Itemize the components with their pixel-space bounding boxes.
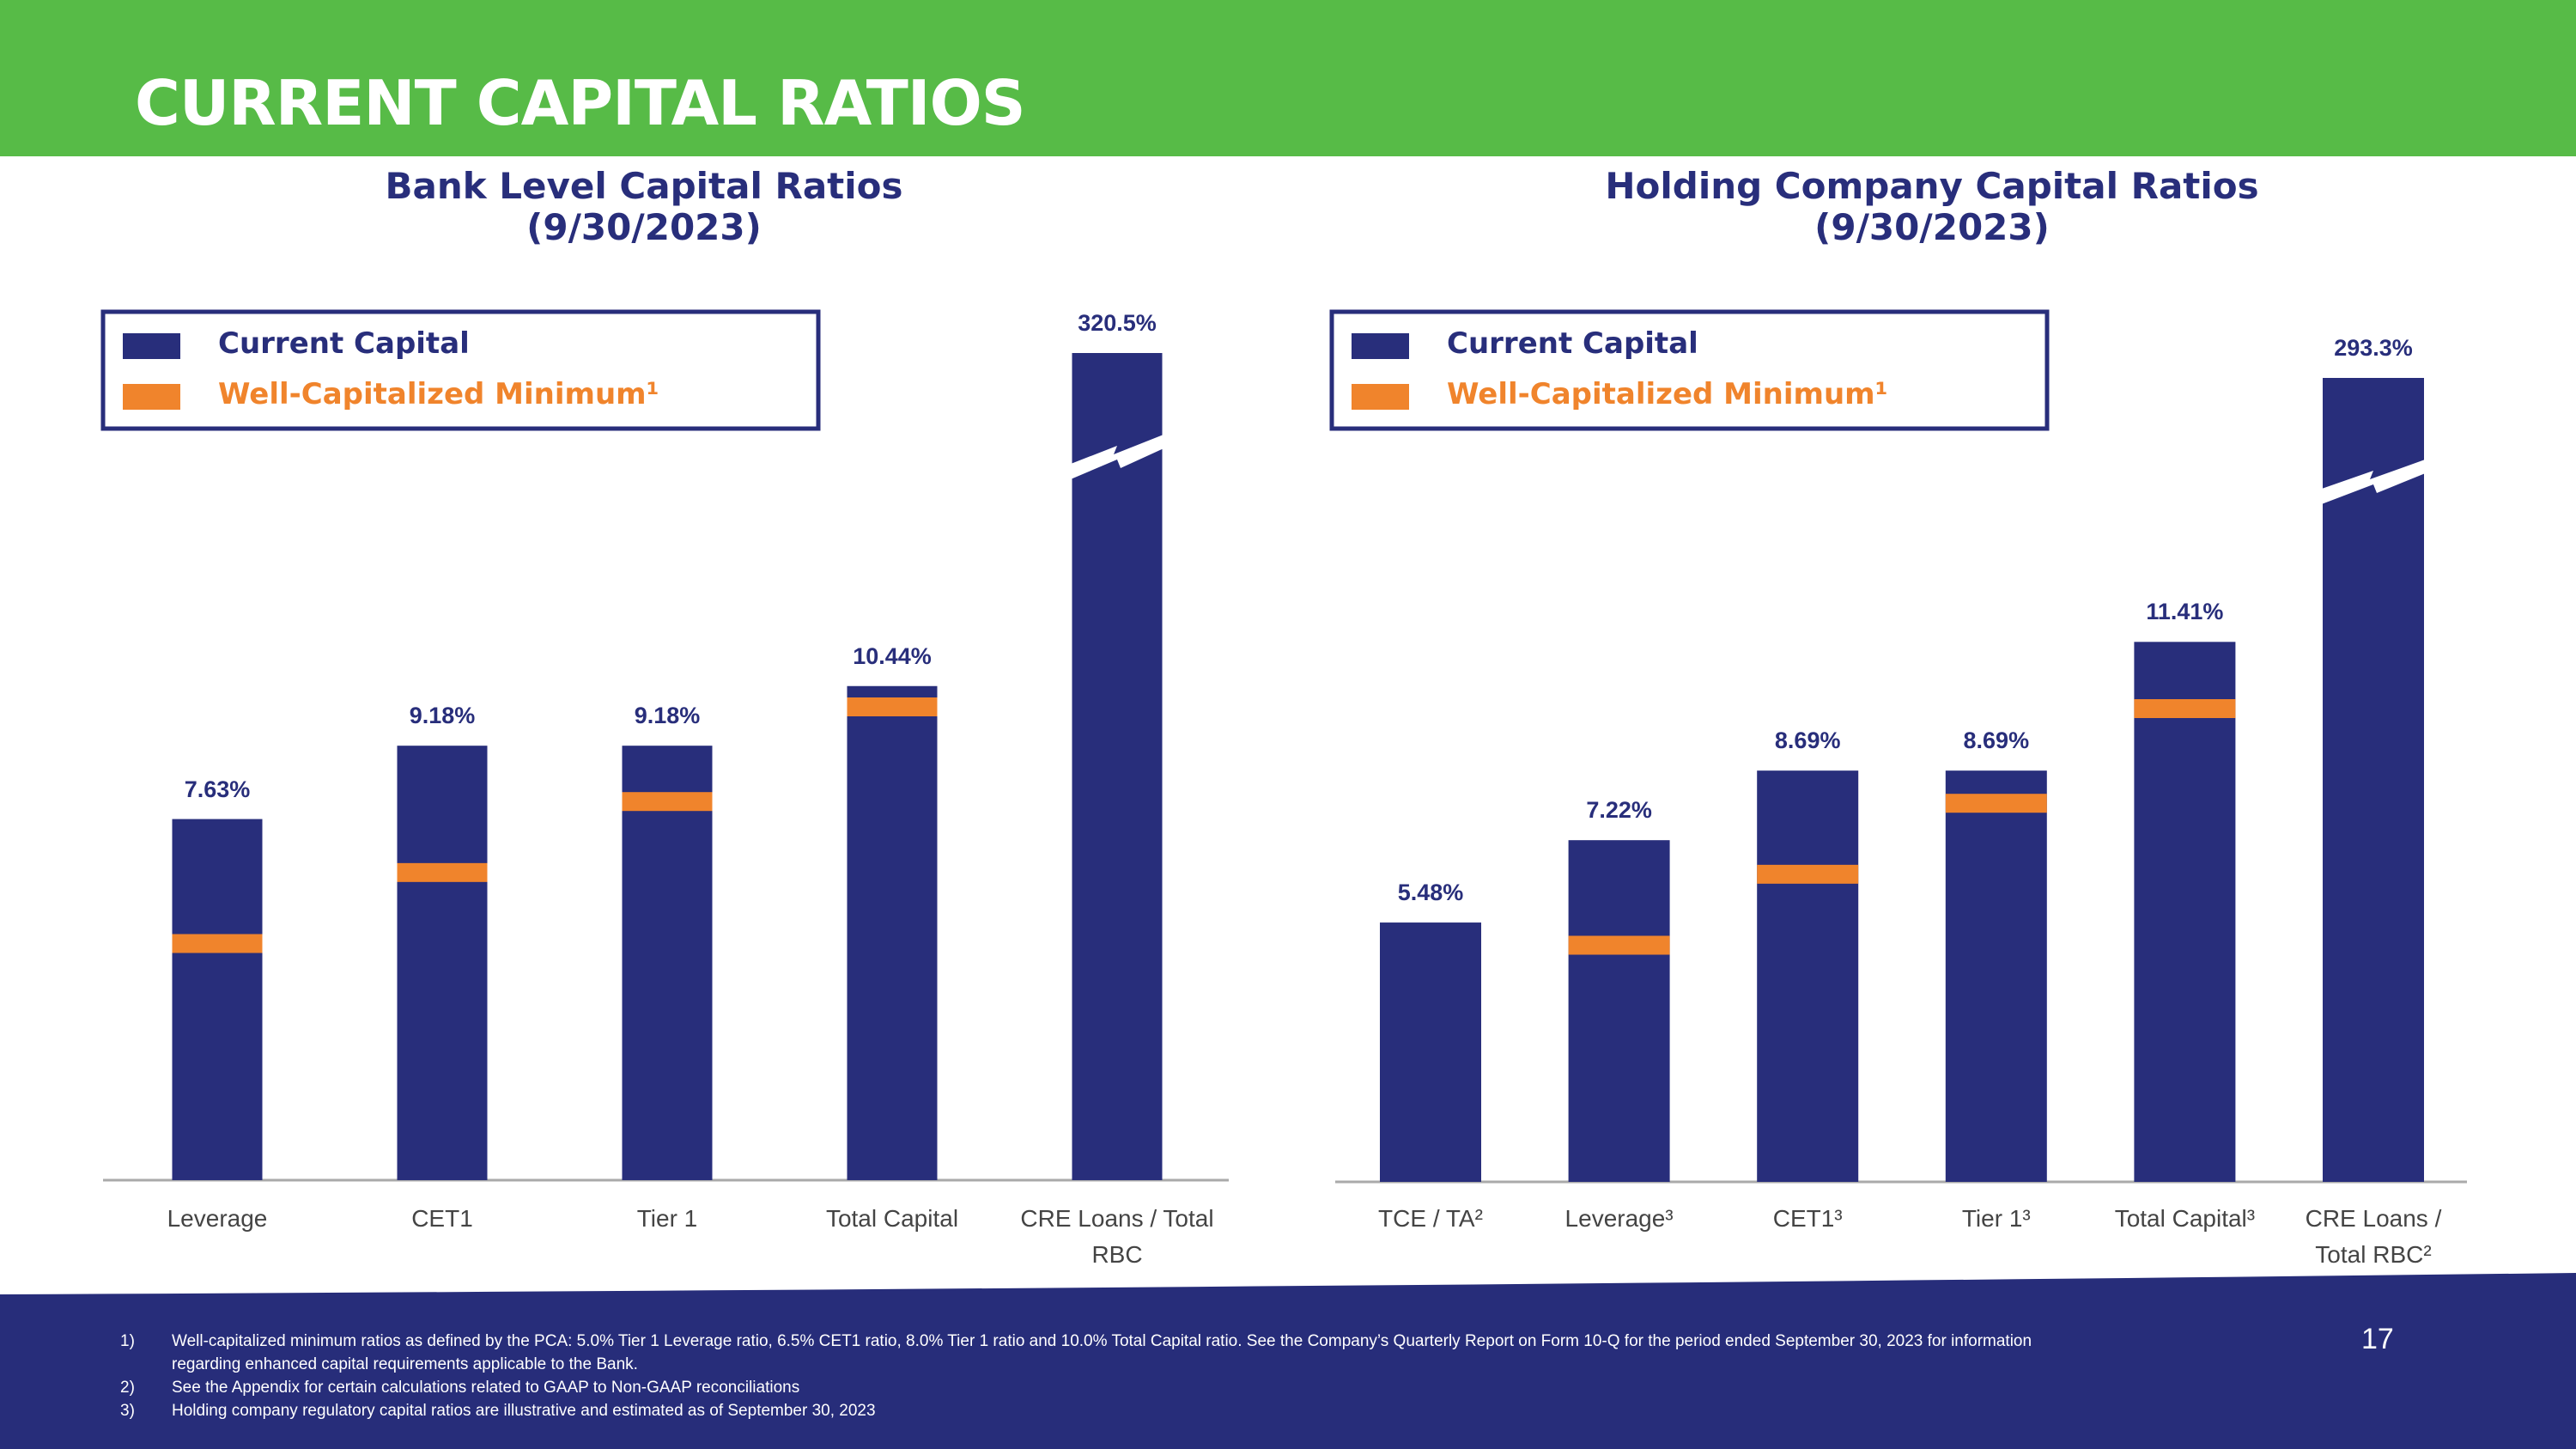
minimum-marker: [172, 934, 263, 953]
x-tick-label: Total Capital: [825, 1205, 959, 1232]
x-tick-label: CRE Loans / Total RBC²: [2305, 1205, 2442, 1268]
footnote-marker: 2): [120, 1379, 135, 1397]
bar: [847, 685, 938, 1180]
page-title: CURRENT CAPITAL RATIOS: [135, 67, 1026, 139]
footnote-text: See the Appendix for certain calculation…: [172, 1379, 800, 1397]
legend-label: Well-Capitalized Minimum¹: [1447, 377, 1888, 411]
axis-break: [2319, 459, 2427, 505]
footnote: 2) See the Appendix for certain calculati…: [120, 1376, 2044, 1399]
value-label: 7.22%: [1586, 797, 1652, 824]
minimum-marker: [622, 792, 713, 812]
footnote-marker: 3): [120, 1402, 135, 1420]
minimum-marker: [2134, 699, 2236, 718]
x-tick-label: Leverage³: [1564, 1205, 1674, 1232]
value-label: 9.18%: [634, 703, 701, 729]
value-label: 9.18%: [409, 703, 476, 729]
value-label: 7.63%: [184, 776, 251, 802]
legend-swatch: [1352, 384, 1409, 410]
x-tick-label: CET1: [411, 1205, 473, 1232]
x-tick-label: Tier 1³: [1961, 1205, 2031, 1232]
x-tick-label: CET1³: [1772, 1205, 1843, 1232]
bar: [2134, 642, 2236, 1182]
value-label: 5.48%: [1397, 880, 1464, 906]
bar: [622, 746, 713, 1180]
bar: [1945, 770, 2047, 1182]
legend-swatch: [123, 333, 180, 359]
value-label: 293.3%: [2334, 335, 2413, 361]
bar: [397, 746, 488, 1180]
chart-subtitle: (9/30/2023): [1814, 206, 2050, 248]
footnote-text: Holding company regulatory capital ratio…: [172, 1402, 876, 1420]
bar: [1568, 840, 1670, 1182]
axis-break: [1068, 434, 1166, 480]
footnote-text: Well-capitalized minimum ratios as defin…: [172, 1332, 2032, 1373]
footnote: 3) Holding company regulatory capital rat…: [120, 1399, 2044, 1422]
chart-title: Holding Company Capital Ratios: [1605, 165, 2259, 207]
legend-label: Current Capital: [218, 326, 470, 361]
minimum-marker: [1568, 935, 1670, 955]
minimum-marker: [1757, 864, 1859, 884]
legend-box: [1329, 309, 2050, 431]
x-tick-label: Total Capital³: [2114, 1205, 2256, 1232]
value-label: 8.69%: [1963, 728, 2030, 754]
x-tick-label: Tier 1: [636, 1205, 698, 1232]
value-label: 320.5%: [1078, 310, 1157, 336]
bar: [1072, 353, 1163, 1180]
legend-swatch: [1352, 333, 1409, 359]
value-label: 10.44%: [853, 642, 932, 669]
legend-box: [100, 309, 821, 431]
minimum-marker: [397, 862, 488, 882]
legend-label: Well-Capitalized Minimum¹: [218, 377, 659, 411]
chart-title: Bank Level Capital Ratios: [385, 165, 903, 207]
value-label: 8.69%: [1774, 728, 1841, 754]
value-label: 11.41%: [2146, 599, 2224, 625]
minimum-marker: [1945, 794, 2047, 813]
legend-label: Current Capital: [1447, 326, 1698, 361]
x-tick-label: CRE Loans / Total RBC: [1020, 1205, 1214, 1268]
footnote: 1) Well-capitalized minimum ratios as def…: [120, 1330, 2044, 1376]
footnote-marker: 1): [120, 1332, 135, 1350]
legend-swatch: [123, 384, 180, 410]
bar: [1757, 770, 1859, 1182]
bar: [2323, 378, 2424, 1182]
header-band: [0, 0, 2576, 156]
minimum-marker: [847, 697, 938, 716]
chart-subtitle: (9/30/2023): [526, 206, 762, 248]
bar: [172, 819, 263, 1180]
bar: [1380, 922, 1481, 1182]
footnotes: 1) Well-capitalized minimum ratios as def…: [120, 1330, 2044, 1422]
page-number: 17: [2361, 1323, 2394, 1355]
footer-band: [0, 1273, 2576, 1449]
x-tick-label: Leverage: [167, 1205, 268, 1232]
x-tick-label: TCE / TA²: [1378, 1205, 1483, 1232]
